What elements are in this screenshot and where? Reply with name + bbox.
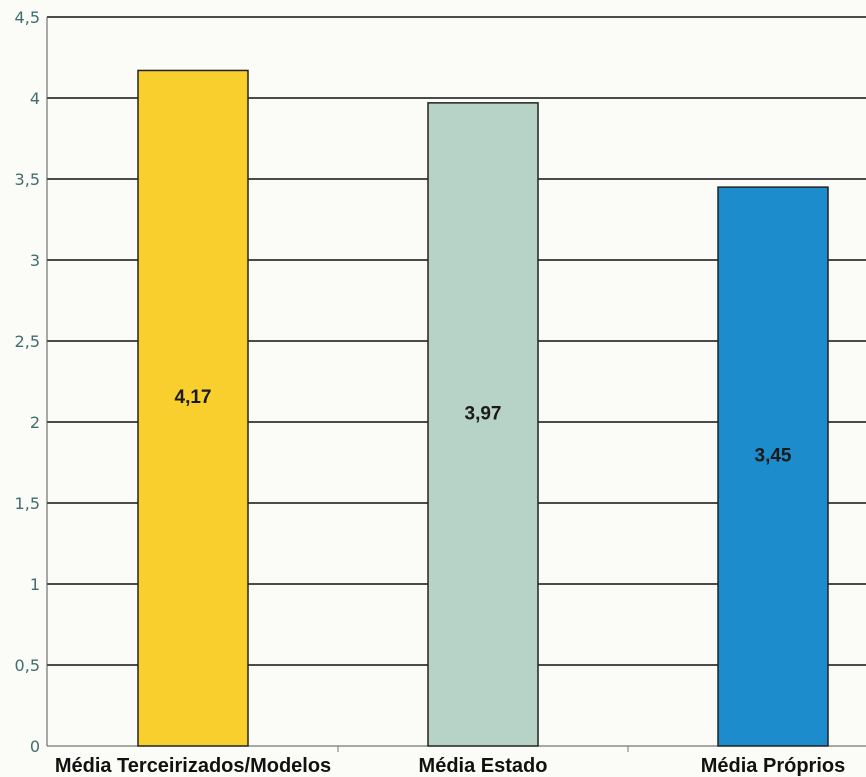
y-tick-label: 2,5: [15, 332, 40, 351]
y-tick-label: 3,5: [15, 170, 40, 189]
x-category-label: Média Estado: [419, 755, 548, 777]
data-label: 4,17: [175, 387, 212, 408]
data-label: 3,97: [465, 403, 502, 424]
bar: [427, 102, 539, 747]
y-tick-label: 0: [30, 737, 40, 756]
labels: 0 0,5 1 1,5 2 2,5 3 3,5 4 4,5 4,17 Média Terceiriza…: [15, 8, 846, 777]
bar: [137, 69, 249, 747]
x-category-label: Média Terceirizados/Modelos: [55, 755, 331, 777]
bar: [717, 186, 829, 747]
y-tick-label: 1,5: [15, 494, 40, 513]
x-category-label: Média Próprios: [701, 755, 845, 777]
y-tick-label: 0,5: [15, 656, 40, 675]
data-label: 3,45: [755, 446, 792, 467]
y-tick-label: 4,5: [15, 8, 40, 27]
bars: [137, 69, 829, 747]
y-tick-label: 3: [30, 251, 40, 270]
y-tick-label: 4: [30, 89, 40, 108]
y-tick-label: 2: [30, 413, 40, 432]
y-tick-label: 1: [30, 575, 40, 594]
